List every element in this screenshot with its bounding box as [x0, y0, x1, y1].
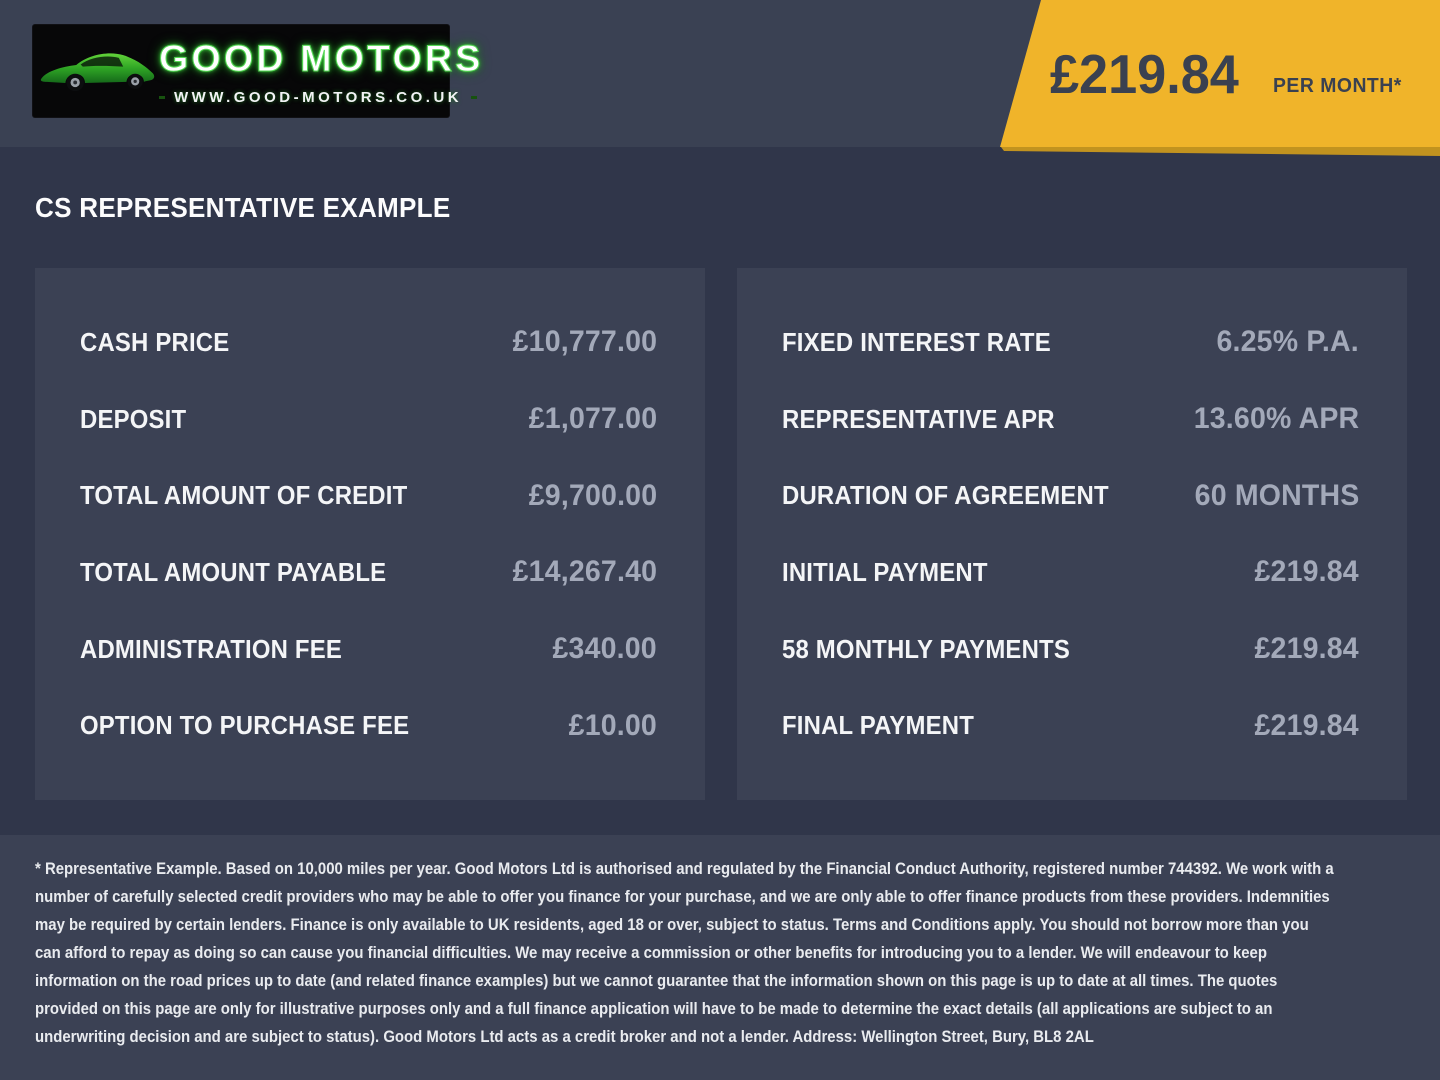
finance-value: £10,777.00 — [512, 325, 657, 359]
banner-shape — [1000, 0, 1440, 147]
footer-band: * Representative Example. Based on 10,00… — [0, 835, 1440, 1080]
finance-panel-left: CASH PRICE £10,777.00 DEPOSIT £1,077.00 … — [35, 268, 705, 800]
finance-row-initial-payment: INITIAL PAYMENT £219.84 — [782, 534, 1359, 611]
finance-value: £1,077.00 — [528, 402, 657, 435]
finance-row-monthly-payments: 58 MONTHLY PAYMENTS £219.84 — [782, 611, 1359, 688]
finance-value: £14,267.40 — [512, 555, 657, 589]
monthly-price: £219.84 — [1050, 42, 1239, 105]
finance-value: 60 MONTHS — [1194, 478, 1359, 512]
finance-value: £9,700.00 — [528, 478, 657, 512]
per-month-label: PER MONTH* — [1272, 75, 1402, 97]
monthly-price-banner: £219.84 PER MONTH* — [980, 0, 1440, 158]
dealer-website-row: WWW.GOOD-MOTORS.CO.UK — [159, 89, 478, 106]
finance-value: £10.00 — [568, 708, 657, 742]
finance-row-total-payable: TOTAL AMOUNT PAYABLE £14,267.40 — [80, 534, 657, 611]
finance-row-option-fee: OPTION TO PURCHASE FEE £10.00 — [80, 687, 657, 764]
logo-text-block: GOOD MOTORS WWW.GOOD-MOTORS.CO.UK — [157, 34, 487, 108]
finance-row-duration: DURATION OF AGREEMENT 60 MONTHS — [782, 457, 1359, 534]
finance-label: TOTAL AMOUNT OF CREDIT — [80, 480, 408, 511]
finance-value: £219.84 — [1254, 555, 1359, 589]
logo-divider-line — [159, 96, 165, 99]
finance-value: £219.84 — [1254, 708, 1359, 742]
finance-label: DEPOSIT — [80, 403, 187, 434]
finance-label: FIXED INTEREST RATE — [782, 326, 1051, 357]
finance-row-deposit: DEPOSIT £1,077.00 — [80, 381, 657, 458]
finance-label: OPTION TO PURCHASE FEE — [80, 710, 410, 741]
finance-row-total-credit: TOTAL AMOUNT OF CREDIT £9,700.00 — [80, 457, 657, 534]
dealer-website: WWW.GOOD-MOTORS.CO.UK — [173, 89, 463, 106]
finance-row-final-payment: FINAL PAYMENT £219.84 — [782, 687, 1359, 764]
car-icon — [37, 32, 157, 110]
dealer-logo: GOOD MOTORS WWW.GOOD-MOTORS.CO.UK — [33, 25, 481, 117]
finance-label: REPRESENTATIVE APR — [782, 403, 1055, 434]
finance-value: £219.84 — [1254, 632, 1359, 666]
logo-divider-line — [471, 96, 478, 99]
disclaimer-text: * Representative Example. Based on 10,00… — [35, 859, 1334, 1046]
finance-row-admin-fee: ADMINISTRATION FEE £340.00 — [80, 611, 657, 688]
page-title: CS REPRESENTATIVE EXAMPLE — [35, 192, 451, 223]
finance-value: 6.25% P.A. — [1216, 325, 1359, 359]
finance-label: CASH PRICE — [80, 326, 230, 357]
finance-row-cash-price: CASH PRICE £10,777.00 — [80, 304, 657, 381]
finance-row-apr: REPRESENTATIVE APR 13.60% APR — [782, 381, 1359, 458]
finance-value: £340.00 — [552, 632, 657, 666]
finance-label: FINAL PAYMENT — [782, 710, 975, 741]
banner-text: £219.84 PER MONTH* — [980, 0, 1440, 147]
finance-label: TOTAL AMOUNT PAYABLE — [80, 556, 387, 587]
finance-label: 58 MONTHLY PAYMENTS — [782, 633, 1070, 664]
finance-label: INITIAL PAYMENT — [782, 556, 988, 587]
finance-label: ADMINISTRATION FEE — [80, 633, 342, 664]
finance-label: DURATION OF AGREEMENT — [782, 480, 1109, 511]
dealer-name: GOOD MOTORS — [158, 38, 484, 80]
banner-fold-shape — [1001, 147, 1440, 156]
finance-row-interest-rate: FIXED INTEREST RATE 6.25% P.A. — [782, 304, 1359, 381]
finance-value: 13.60% APR — [1193, 402, 1359, 435]
finance-panel-right: FIXED INTEREST RATE 6.25% P.A. REPRESENT… — [737, 268, 1407, 800]
